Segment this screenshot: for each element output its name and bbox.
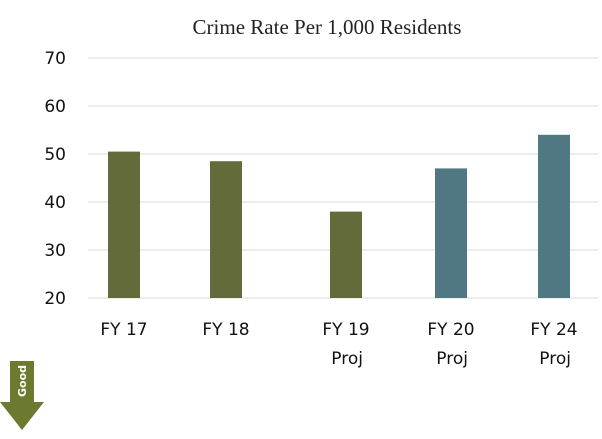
x-category-label: FY 17 [100,320,147,340]
bar [538,134,570,298]
x-axis-category-labels: FY 17 FY 18 FY 19 Proj FY 20 Proj FY 24 Proj [100,320,577,369]
x-category-label: FY 19 [322,320,369,340]
y-tick-label: 50 [44,145,66,165]
x-category-label: FY 20 [427,320,474,340]
bars [108,134,570,298]
good-indicator: Good [0,361,44,430]
y-tick-label: 40 [44,193,66,213]
x-category-label: FY 24 [530,320,577,340]
good-label: Good [16,365,29,397]
bar [435,168,467,298]
y-tick-label: 60 [44,97,66,117]
bar [210,161,242,298]
y-tick-label: 30 [44,241,66,261]
x-category-label: Proj [539,349,571,369]
x-category-label: Proj [436,349,468,369]
bar [330,211,362,298]
x-category-label: FY 18 [202,320,249,340]
chart-title: Crime Rate Per 1,000 Residents [193,15,462,39]
y-tick-label: 20 [44,289,66,309]
x-category-label: Proj [331,349,363,369]
y-axis-tick-labels: 20 30 40 50 60 70 [44,49,66,309]
down-arrow-icon [0,361,44,430]
bar [108,151,140,298]
gridlines [88,57,598,299]
y-tick-label: 70 [44,49,66,69]
